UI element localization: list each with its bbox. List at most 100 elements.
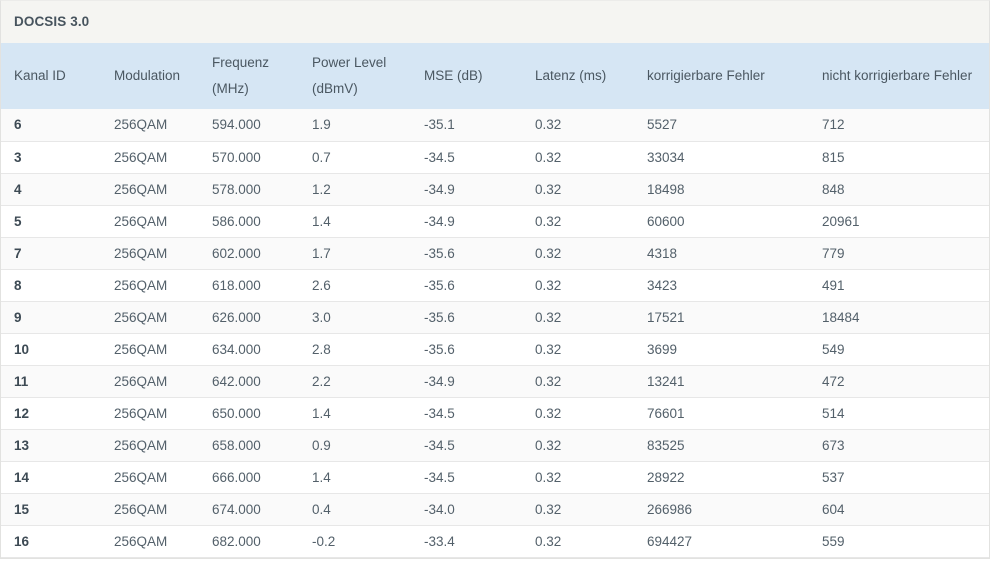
table-row: 5 256QAM 586.000 1.4 -34.9 0.32 60600 20961 xyxy=(1,205,989,238)
cell-2: 674.000 xyxy=(199,493,299,526)
cell-kanal-id: 12 xyxy=(1,397,101,430)
cell-5: 0.32 xyxy=(522,397,634,430)
cell-4: -35.6 xyxy=(411,333,522,366)
cell-kanal-id: 14 xyxy=(1,461,101,494)
cell-4: -35.6 xyxy=(411,237,522,270)
cell-6: 3423 xyxy=(634,269,809,302)
table-header-row: Kanal ID Modulation Frequenz (MHz) Power Le… xyxy=(1,43,989,109)
table-header: Kanal ID Modulation Frequenz (MHz) Power Le… xyxy=(1,43,989,109)
cell-5: 0.32 xyxy=(522,333,634,366)
cell-4: -34.5 xyxy=(411,429,522,462)
cell-5: 0.32 xyxy=(522,109,634,142)
cell-1: 256QAM xyxy=(101,461,199,494)
cell-7: 20961 xyxy=(809,205,989,238)
cell-3: 0.7 xyxy=(299,141,411,174)
cell-3: 1.9 xyxy=(299,109,411,142)
cell-3: -0.2 xyxy=(299,525,411,558)
table-row: 4 256QAM 578.000 1.2 -34.9 0.32 18498 848 xyxy=(1,173,989,206)
cell-2: 570.000 xyxy=(199,141,299,174)
table-row: 12 256QAM 650.000 1.4 -34.5 0.32 76601 514 xyxy=(1,397,989,430)
cell-kanal-id: 7 xyxy=(1,237,101,270)
cell-kanal-id: 6 xyxy=(1,109,101,142)
cell-6: 83525 xyxy=(634,429,809,462)
cell-7: 18484 xyxy=(809,301,989,334)
cell-4: -34.5 xyxy=(411,141,522,174)
cell-7: 815 xyxy=(809,141,989,174)
cell-1: 256QAM xyxy=(101,397,199,430)
cell-5: 0.32 xyxy=(522,269,634,302)
column-header: Modulation xyxy=(101,43,199,109)
cell-4: -33.4 xyxy=(411,525,522,558)
cell-2: 658.000 xyxy=(199,429,299,462)
cell-7: 604 xyxy=(809,493,989,526)
cell-1: 256QAM xyxy=(101,429,199,462)
cell-3: 1.4 xyxy=(299,397,411,430)
cell-3: 2.6 xyxy=(299,269,411,302)
cell-7: 549 xyxy=(809,333,989,366)
cell-7: 514 xyxy=(809,397,989,430)
cell-5: 0.32 xyxy=(522,173,634,206)
cell-2: 682.000 xyxy=(199,525,299,558)
table-row: 3 256QAM 570.000 0.7 -34.5 0.32 33034 815 xyxy=(1,141,989,174)
table-row: 6 256QAM 594.000 1.9 -35.1 0.32 5527 712 xyxy=(1,109,989,142)
cell-1: 256QAM xyxy=(101,493,199,526)
cell-3: 1.7 xyxy=(299,237,411,270)
column-header: Latenz (ms) xyxy=(522,43,634,109)
column-header: Frequenz (MHz) xyxy=(199,43,299,109)
column-header: Kanal ID xyxy=(1,43,101,109)
cell-1: 256QAM xyxy=(101,301,199,334)
cell-6: 3699 xyxy=(634,333,809,366)
table-row: 16 256QAM 682.000 -0.2 -33.4 0.32 694427 559 xyxy=(1,525,989,558)
cell-4: -34.5 xyxy=(411,461,522,494)
cell-6: 13241 xyxy=(634,365,809,398)
cell-6: 17521 xyxy=(634,301,809,334)
cell-4: -34.5 xyxy=(411,397,522,430)
cell-7: 491 xyxy=(809,269,989,302)
docsis-channel-table: Kanal ID Modulation Frequenz (MHz) Power Le… xyxy=(1,43,989,558)
cell-3: 1.4 xyxy=(299,205,411,238)
cell-1: 256QAM xyxy=(101,365,199,398)
cell-4: -34.9 xyxy=(411,205,522,238)
cell-4: -34.9 xyxy=(411,173,522,206)
cell-kanal-id: 3 xyxy=(1,141,101,174)
cell-6: 76601 xyxy=(634,397,809,430)
cell-2: 642.000 xyxy=(199,365,299,398)
cell-6: 266986 xyxy=(634,493,809,526)
cell-7: 848 xyxy=(809,173,989,206)
cell-5: 0.32 xyxy=(522,301,634,334)
cell-2: 634.000 xyxy=(199,333,299,366)
cell-kanal-id: 15 xyxy=(1,493,101,526)
column-header: MSE (dB) xyxy=(411,43,522,109)
cell-4: -35.1 xyxy=(411,109,522,142)
table-row: 10 256QAM 634.000 2.8 -35.6 0.32 3699 549 xyxy=(1,333,989,366)
cell-3: 2.2 xyxy=(299,365,411,398)
panel-title: DOCSIS 3.0 xyxy=(1,1,989,43)
cell-7: 673 xyxy=(809,429,989,462)
table-row: 7 256QAM 602.000 1.7 -35.6 0.32 4318 779 xyxy=(1,237,989,270)
cell-kanal-id: 9 xyxy=(1,301,101,334)
cell-2: 602.000 xyxy=(199,237,299,270)
table-row: 11 256QAM 642.000 2.2 -34.9 0.32 13241 472 xyxy=(1,365,989,398)
cell-7: 559 xyxy=(809,525,989,558)
cell-4: -34.0 xyxy=(411,493,522,526)
table-row: 14 256QAM 666.000 1.4 -34.5 0.32 28922 537 xyxy=(1,461,989,494)
cell-3: 1.2 xyxy=(299,173,411,206)
cell-kanal-id: 13 xyxy=(1,429,101,462)
cell-2: 618.000 xyxy=(199,269,299,302)
cell-3: 3.0 xyxy=(299,301,411,334)
cell-1: 256QAM xyxy=(101,237,199,270)
cell-6: 28922 xyxy=(634,461,809,494)
cell-4: -35.6 xyxy=(411,269,522,302)
cell-7: 472 xyxy=(809,365,989,398)
cell-7: 537 xyxy=(809,461,989,494)
cell-3: 0.9 xyxy=(299,429,411,462)
cell-4: -35.6 xyxy=(411,301,522,334)
column-header: korrigierbare Fehler xyxy=(634,43,809,109)
cell-kanal-id: 4 xyxy=(1,173,101,206)
cell-3: 0.4 xyxy=(299,493,411,526)
cell-2: 666.000 xyxy=(199,461,299,494)
cell-kanal-id: 11 xyxy=(1,365,101,398)
cell-1: 256QAM xyxy=(101,173,199,206)
cell-1: 256QAM xyxy=(101,269,199,302)
